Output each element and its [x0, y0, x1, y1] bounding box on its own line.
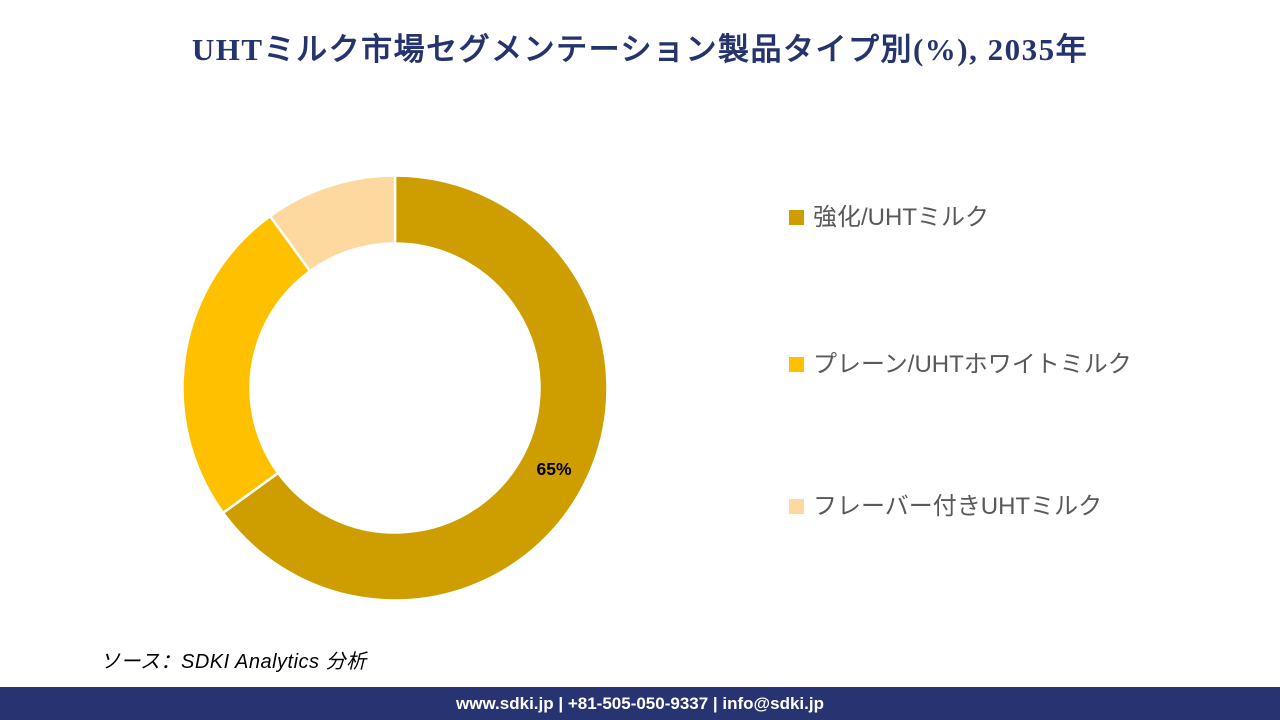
donut-data-label-0: 65%: [537, 459, 572, 479]
source-attribution: ソース：SDKI Analytics 分析: [100, 651, 367, 673]
donut-segment-0: [221, 174, 609, 602]
footer-contact-bar: www.sdki.jp | +81-505-050-9337 | info@sd…: [0, 687, 1280, 720]
legend-label: 強化/UHTミルク: [813, 204, 989, 231]
legend-item-plain-uht-white-milk: プレーン/UHTホワイトミルク: [789, 338, 1151, 391]
legend-label: フレーバー付きUHTミルク: [813, 493, 1103, 520]
chart-title: UHTミルク市場セグメンテーション製品タイプ別(%), 2035年: [191, 32, 1089, 67]
donut-segment-2: [268, 174, 397, 273]
legend-swatch-flavored: [789, 499, 804, 514]
donut-segment-1: [181, 214, 312, 515]
legend-swatch-plain: [789, 357, 804, 372]
legend-item-flavored-uht-milk: フレーバー付きUHTミルク: [789, 480, 1173, 533]
legend-swatch-fortified: [789, 210, 804, 225]
legend-item-fortified-uht-milk: 強化/UHTミルク: [789, 191, 1173, 244]
donut-chart: 65%: [181, 174, 609, 602]
legend-label: プレーン/UHTホワイトミルク: [813, 351, 1132, 378]
